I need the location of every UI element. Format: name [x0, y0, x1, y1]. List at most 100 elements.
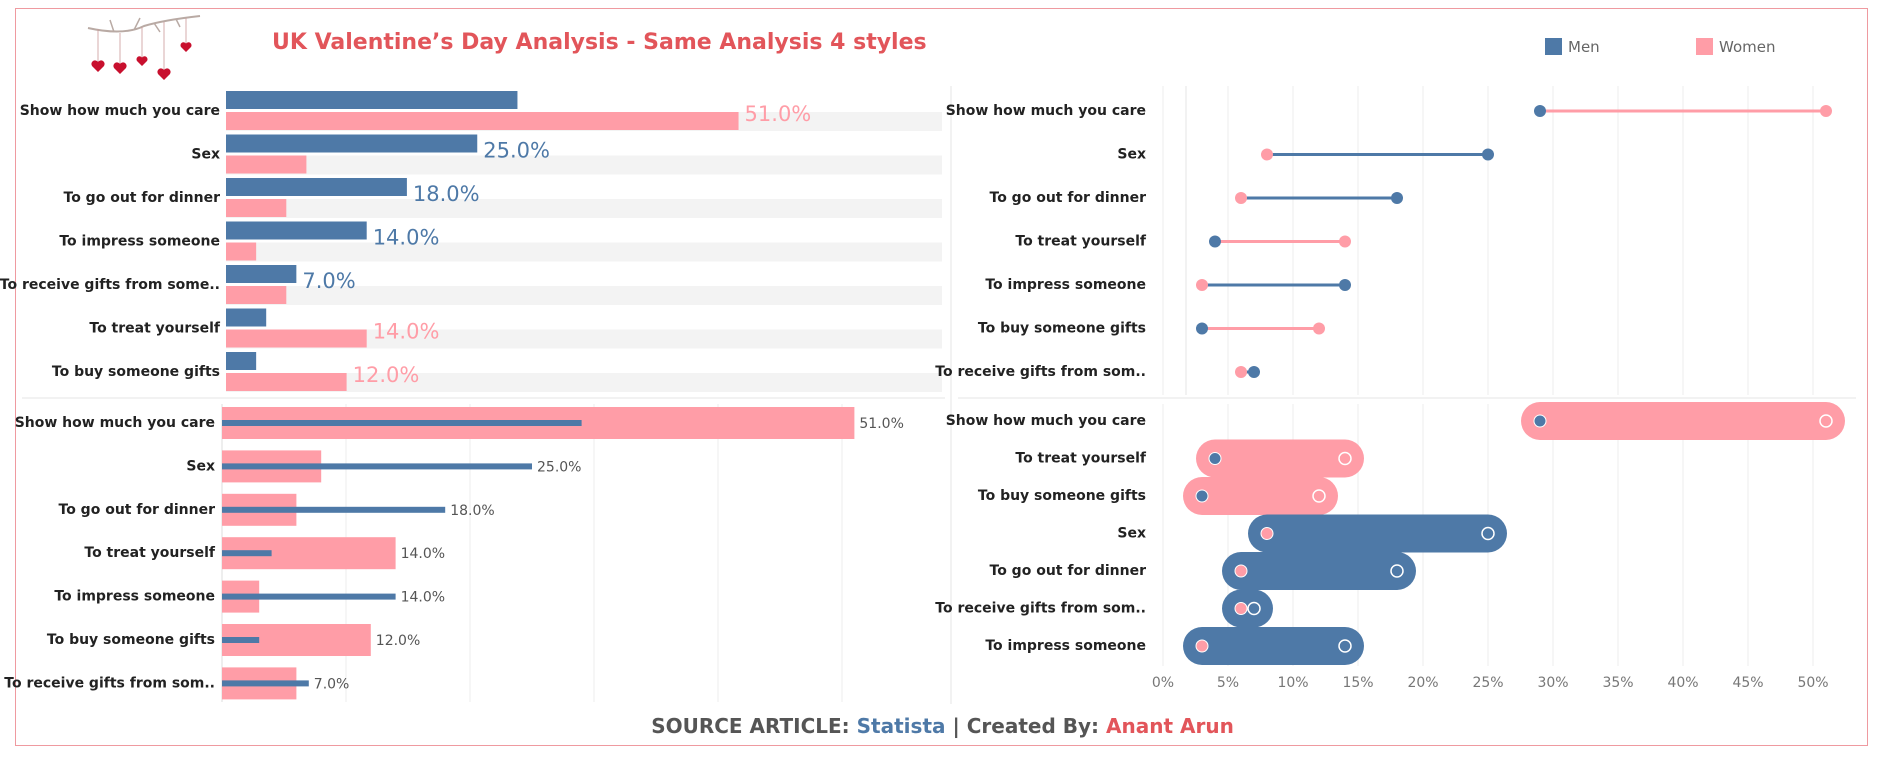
author-name[interactable]: Anant Arun — [1106, 714, 1234, 738]
category-label: To receive gifts from some.. — [0, 277, 220, 293]
x-tick-label: 50% — [1797, 675, 1828, 691]
data-label: 7.0% — [314, 676, 350, 692]
bar-men — [226, 308, 267, 327]
category-label: Show how much you care — [946, 103, 1146, 119]
x-tick-label: 25% — [1472, 675, 1503, 691]
dashboard-frame — [15, 8, 1868, 746]
dot-men — [1209, 235, 1221, 248]
dot-women — [1234, 564, 1248, 578]
dot-women — [1313, 322, 1325, 335]
category-label: To treat yourself — [89, 321, 221, 337]
bar-women — [226, 155, 307, 174]
dot-men — [1391, 192, 1403, 204]
category-label: Sex — [186, 458, 215, 474]
band-row — [226, 155, 942, 175]
capsule — [1222, 552, 1416, 590]
dot-women — [1261, 148, 1273, 161]
legend-men[interactable]: Men — [1545, 38, 1600, 56]
bar-women — [226, 199, 287, 217]
category-label: To impress someone — [985, 277, 1146, 293]
bar-women — [226, 242, 257, 261]
dot-women-outline — [1312, 489, 1326, 503]
footer-separator: | — [952, 714, 960, 738]
data-label: 14.0% — [401, 546, 445, 562]
legend-women-swatch — [1696, 38, 1713, 55]
data-label: 51.0% — [745, 102, 812, 126]
category-label: Show how much you care — [946, 413, 1146, 429]
category-label: To go out for dinner — [990, 563, 1147, 579]
created-by-label: Created By: — [966, 714, 1100, 738]
category-label: To treat yourself — [1015, 451, 1147, 467]
category-label: To receive gifts from som.. — [935, 601, 1146, 617]
bar-men — [222, 420, 582, 426]
data-label: 14.0% — [401, 590, 445, 606]
bar-men — [222, 680, 309, 687]
capsule — [1248, 514, 1507, 553]
capsule — [1196, 439, 1364, 478]
legend-men-swatch — [1545, 38, 1562, 55]
bar-men — [226, 221, 367, 240]
dot-men — [1339, 279, 1351, 291]
x-tick-label: 30% — [1537, 675, 1568, 691]
data-label: 18.0% — [450, 503, 494, 519]
category-label: To go out for dinner — [59, 502, 216, 518]
data-label: 25.0% — [537, 459, 581, 475]
category-label: To receive gifts from som.. — [4, 675, 215, 691]
x-tick-label: 0% — [1152, 675, 1174, 691]
hearts-branch-icon — [87, 15, 201, 80]
legend-men-label: Men — [1568, 38, 1600, 56]
category-label: Sex — [1117, 147, 1146, 163]
category-label: Show how much you care — [15, 415, 215, 431]
data-label: 12.0% — [376, 633, 420, 649]
x-tick-label: 40% — [1667, 675, 1698, 691]
dot-women — [1260, 527, 1274, 540]
category-label: To buy someone gifts — [978, 488, 1146, 504]
category-label: To treat yourself — [1015, 234, 1147, 250]
dot-men — [1196, 322, 1208, 335]
bar-men — [226, 352, 257, 370]
category-label: Sex — [191, 147, 220, 163]
dot-women-outline — [1338, 451, 1352, 466]
data-label: 25.0% — [483, 139, 550, 163]
bar-women — [226, 286, 287, 304]
category-label: Sex — [1117, 526, 1146, 542]
bar-men — [222, 463, 532, 470]
bar-men — [222, 506, 446, 513]
dot-men-outline — [1390, 564, 1404, 578]
data-label: 7.0% — [302, 269, 355, 293]
dot-women — [1195, 639, 1209, 653]
band-row — [226, 199, 942, 218]
dot-men — [1208, 452, 1222, 465]
dot-women — [1234, 602, 1248, 615]
band-row — [226, 329, 942, 349]
data-label: 51.0% — [859, 416, 903, 432]
data-label: 14.0% — [373, 320, 440, 344]
category-label: To buy someone gifts — [52, 364, 220, 380]
dot-men — [1482, 148, 1494, 161]
dot-women — [1820, 105, 1832, 117]
bar-men — [222, 593, 396, 600]
band-row — [226, 286, 942, 305]
category-label: To treat yourself — [84, 545, 216, 561]
dot-men — [1248, 366, 1260, 378]
band-row — [226, 242, 942, 262]
legend-women[interactable]: Women — [1696, 38, 1775, 56]
bar-women — [226, 329, 367, 348]
category-label: To go out for dinner — [990, 190, 1147, 206]
bar-men — [226, 265, 297, 283]
dot-men — [1195, 489, 1209, 503]
capsule — [1183, 477, 1338, 515]
category-label: To go out for dinner — [64, 190, 221, 206]
dot-men-outline — [1481, 526, 1495, 541]
data-label: 12.0% — [353, 363, 420, 387]
dot-women — [1235, 366, 1247, 378]
x-tick-label: 15% — [1342, 675, 1373, 691]
x-tick-label: 5% — [1217, 675, 1239, 691]
data-label: 14.0% — [373, 226, 440, 250]
dot-men-outline — [1338, 639, 1352, 653]
source-name[interactable]: Statista — [856, 714, 946, 738]
source-label: SOURCE ARTICLE: — [651, 714, 850, 738]
bar-men — [226, 178, 407, 196]
bar-men — [222, 637, 260, 643]
